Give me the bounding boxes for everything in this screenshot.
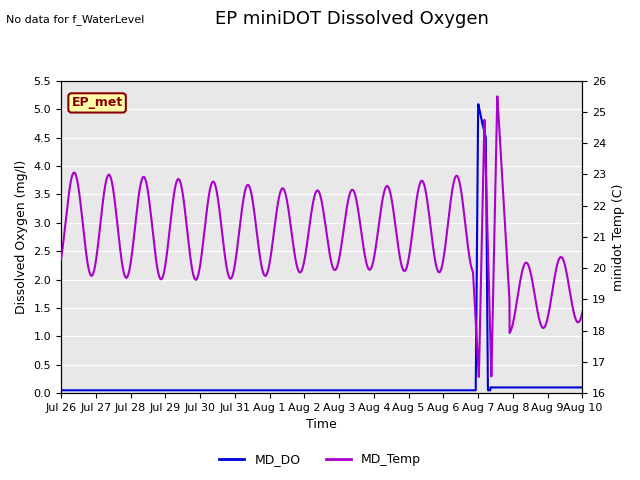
Text: EP_met: EP_met <box>72 96 123 109</box>
Text: No data for f_WaterLevel: No data for f_WaterLevel <box>6 14 145 25</box>
Legend: MD_DO, MD_Temp: MD_DO, MD_Temp <box>214 448 426 471</box>
Y-axis label: minidot Temp (C): minidot Temp (C) <box>612 183 625 291</box>
Text: EP miniDOT Dissolved Oxygen: EP miniDOT Dissolved Oxygen <box>215 10 489 28</box>
Y-axis label: Dissolved Oxygen (mg/l): Dissolved Oxygen (mg/l) <box>15 160 28 314</box>
X-axis label: Time: Time <box>307 419 337 432</box>
